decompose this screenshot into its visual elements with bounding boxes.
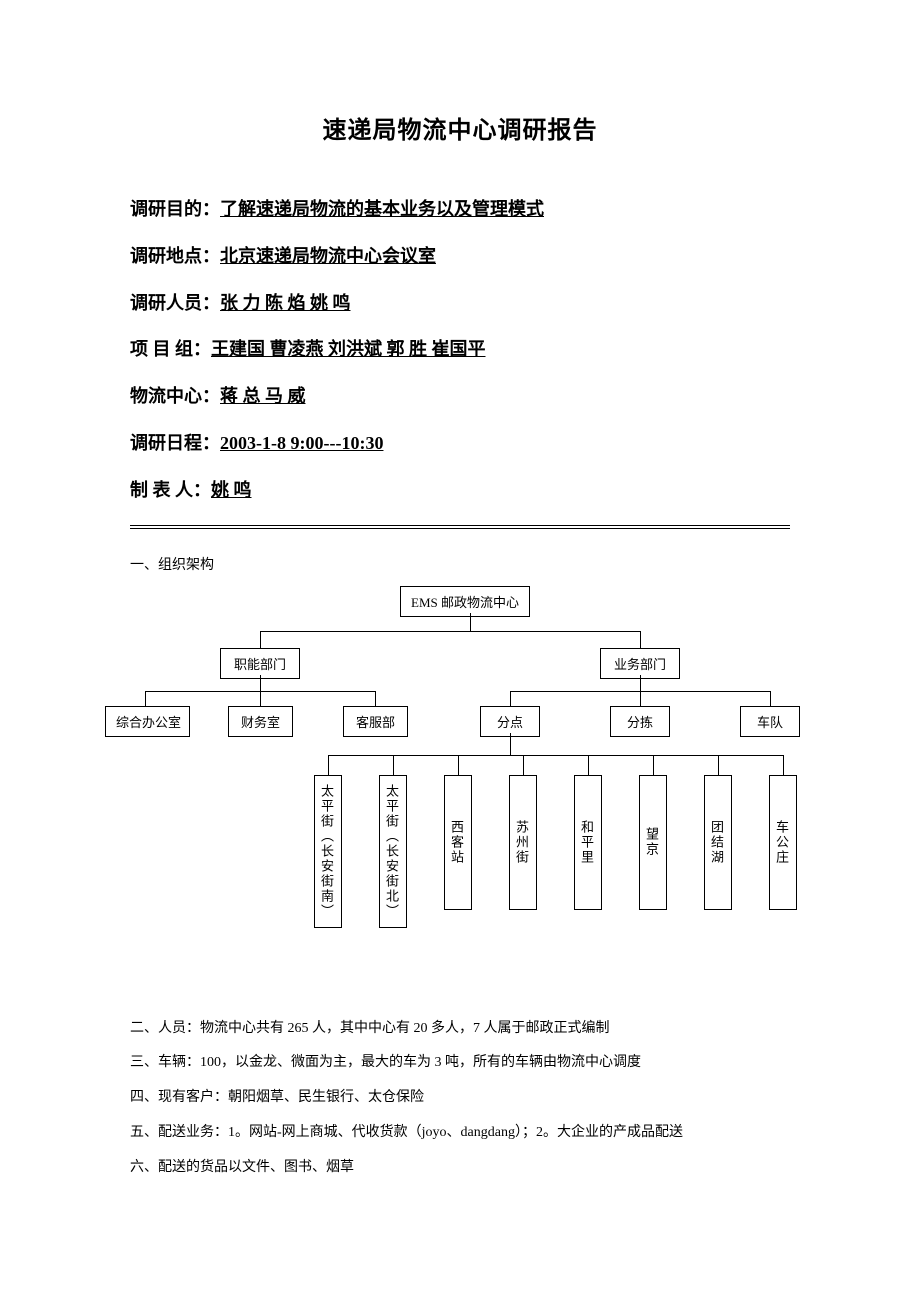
body-p5: 五、配送业务：1。网站-网上商城、代收货款（joyo、dangdang）；2。大… [130, 1118, 790, 1149]
org-l3-left-1: 财务室 [228, 706, 293, 737]
meta-team: 项 目 组：王建国 曹凌燕 刘洪斌 郭 胜 崔国平 [130, 335, 790, 364]
meta-location-label: 调研地点： [130, 246, 220, 266]
meta-team-label: 项 目 组： [130, 339, 211, 359]
org-connector [458, 755, 459, 775]
org-connector [375, 691, 376, 706]
org-l3-right-2: 车队 [740, 706, 800, 737]
org-root: EMS 邮政物流中心 [400, 586, 530, 617]
meta-researchers: 调研人员：张 力 陈 焰 姚 鸣 [130, 289, 790, 318]
org-l4-3: 苏州街 [509, 775, 537, 910]
body-p4: 四、现有客户：朝阳烟草、民生银行、太仓保险 [130, 1083, 790, 1114]
meta-center-label: 物流中心： [130, 386, 220, 406]
org-connector [260, 691, 261, 706]
meta-researchers-label: 调研人员： [130, 293, 220, 313]
org-connector [260, 631, 261, 648]
body-p2: 二、人员：物流中心共有 265 人，其中中心有 20 多人，7 人属于邮政正式编… [130, 1014, 790, 1045]
meta-schedule: 调研日程：2003-1-8 9:00---10:30 [130, 429, 790, 458]
meta-center-value: 蒋 总 马 威 [220, 386, 306, 406]
org-l4-1: 太平街︵长安街北︶ [379, 775, 407, 928]
meta-purpose-label: 调研目的： [130, 199, 220, 219]
body-text: 二、人员：物流中心共有 265 人，其中中心有 20 多人，7 人属于邮政正式编… [130, 1014, 790, 1184]
org-connector [523, 755, 524, 775]
document-title: 速递局物流中心调研报告 [130, 110, 790, 145]
org-connector [783, 755, 784, 775]
org-connector [510, 733, 511, 755]
org-l4-2: 西客站 [444, 775, 472, 910]
org-connector [328, 755, 783, 756]
meta-location: 调研地点：北京速递局物流中心会议室 [130, 242, 790, 271]
org-connector [145, 691, 146, 706]
org-l4-7: 车公庄 [769, 775, 797, 910]
org-connector [328, 755, 329, 775]
meta-preparer-value: 姚 鸣 [211, 480, 252, 500]
section1-heading: 一、组织架构 [130, 554, 790, 574]
meta-purpose: 调研目的：了解速递局物流的基本业务以及管理模式 [130, 195, 790, 224]
org-connector [260, 675, 261, 691]
meta-location-value: 北京速递局物流中心会议室 [220, 246, 436, 266]
org-connector [588, 755, 589, 775]
org-connector [640, 631, 641, 648]
meta-center: 物流中心：蒋 总 马 威 [130, 382, 790, 411]
org-connector [393, 755, 394, 775]
org-l4-5: 望京 [639, 775, 667, 910]
meta-team-value: 王建国 曹凌燕 刘洪斌 郭 胜 崔国平 [211, 339, 486, 359]
org-connector [510, 691, 511, 706]
body-p3: 三、车辆：100，以金龙、微面为主，最大的车为 3 吨，所有的车辆由物流中心调度 [130, 1048, 790, 1079]
org-connector [653, 755, 654, 775]
meta-preparer: 制 表 人：姚 鸣 [130, 476, 790, 505]
org-l3-right-1: 分拣 [610, 706, 670, 737]
meta-purpose-value: 了解速递局物流的基本业务以及管理模式 [220, 199, 544, 219]
org-l3-left-2: 客服部 [343, 706, 408, 737]
meta-preparer-label: 制 表 人： [130, 480, 211, 500]
body-p6: 六、配送的货品以文件、图书、烟草 [130, 1153, 790, 1184]
meta-researchers-value: 张 力 陈 焰 姚 鸣 [220, 293, 351, 313]
org-connector [470, 613, 471, 631]
org-l4-0: 太平街︵长安街南︶ [314, 775, 342, 928]
org-connector [640, 675, 641, 691]
org-l3-left-0: 综合办公室 [105, 706, 190, 737]
org-l4-6: 团结湖 [704, 775, 732, 910]
org-connector [640, 691, 641, 706]
document-page: 速递局物流中心调研报告 调研目的：了解速递局物流的基本业务以及管理模式 调研地点… [0, 0, 920, 1302]
org-connector [718, 755, 719, 775]
org-connector [260, 631, 640, 632]
section-divider [130, 525, 790, 529]
org-connector [770, 691, 771, 706]
meta-schedule-value: 2003-1-8 9:00---10:30 [220, 433, 383, 453]
org-l4-4: 和平里 [574, 775, 602, 910]
meta-schedule-label: 调研日程： [130, 433, 220, 453]
org-chart: EMS 邮政物流中心 职能部门 业务部门 综合办公室 财务室 客服部 [100, 586, 830, 986]
